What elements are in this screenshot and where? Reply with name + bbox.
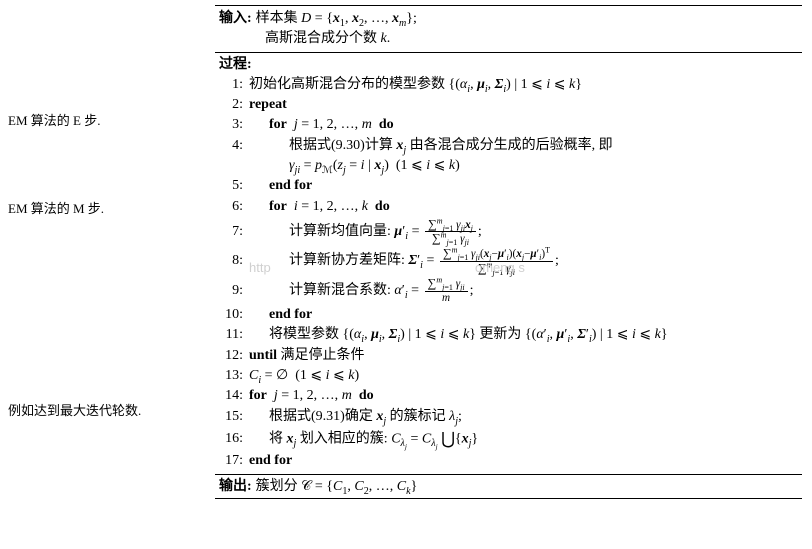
step-4b: γji = pℳ(zj = i | xj) (1 ⩽ i ⩽ k)	[215, 156, 802, 176]
input-line-1: 输入: 样本集 D = {x1, x2, …, xm};	[215, 9, 802, 29]
line-number: 13:	[219, 366, 243, 386]
line-number: 4:	[219, 136, 243, 156]
line-number: 5:	[219, 176, 243, 196]
line-number: 2:	[219, 95, 243, 115]
input-text-1: 样本集 D = {x1, x2, …, xm};	[256, 9, 417, 29]
line-number: 12:	[219, 346, 243, 366]
mid-rule-2	[215, 474, 802, 475]
step-text: for i = 1, 2, …, k do	[249, 197, 390, 217]
margin-note-m-step: EM 算法的 M 步.	[8, 198, 104, 217]
line-number: 9:	[219, 276, 243, 305]
step-text: end for	[249, 451, 292, 471]
line-number: 3:	[219, 115, 243, 135]
input-text-2: 高斯混合成分个数 k.	[265, 29, 390, 49]
line-number: 6:	[219, 197, 243, 217]
line-number: 8:	[219, 246, 243, 275]
step-10: 10: end for	[215, 305, 802, 325]
step-text: 根据式(9.30)计算 xj 由各混合成分生成的后验概率, 即	[249, 136, 613, 156]
algorithm-body: 输入: 样本集 D = {x1, x2, …, xm}; 高斯混合成分个数 k.…	[215, 0, 812, 549]
step-6: 6: for i = 1, 2, …, k do	[215, 197, 802, 217]
line-number: 17:	[219, 451, 243, 471]
step-text: 将 xj 划入相应的簇: Cλj = Cλj ⋃{xj}	[249, 427, 478, 451]
line-number: 14:	[219, 386, 243, 406]
line-number: 7:	[219, 217, 243, 246]
margin-note-e-step: EM 算法的 E 步.	[8, 110, 100, 129]
step-text: Ci = ∅ (1 ⩽ i ⩽ k)	[249, 366, 359, 386]
step-3: 3: for j = 1, 2, …, m do	[215, 115, 802, 135]
margin-note-stop: 例如达到最大迭代轮数.	[8, 400, 141, 419]
step-text: end for	[249, 305, 312, 325]
step-11: 11: 将模型参数 {(αi, μi, Σi) | 1 ⩽ i ⩽ k} 更新为…	[215, 325, 802, 345]
line-number: 10:	[219, 305, 243, 325]
step-13: 13: Ci = ∅ (1 ⩽ i ⩽ k)	[215, 366, 802, 386]
step-15: 15: 根据式(9.31)确定 xj 的簇标记 λj;	[215, 407, 802, 427]
step-text: end for	[249, 176, 312, 196]
step-text: for j = 1, 2, …, m do	[249, 115, 394, 135]
step-text: γji = pℳ(zj = i | xj) (1 ⩽ i ⩽ k)	[249, 156, 460, 176]
step-text: 将模型参数 {(αi, μi, Σi) | 1 ⩽ i ⩽ k} 更新为 {(α…	[249, 325, 668, 345]
bottom-rule	[215, 498, 802, 499]
step-text: 计算新混合系数: α′i = ∑mj=1 γji m ;	[249, 276, 474, 305]
output-label: 输出:	[219, 477, 252, 497]
step-text: until 满足停止条件	[249, 346, 365, 366]
step-2: 2: repeat	[215, 95, 802, 115]
step-9: 9: 计算新混合系数: α′i = ∑mj=1 γji m ;	[215, 276, 802, 305]
step-8: 8: http 计算新协方差矩阵: Σ′i = ∑mj=1 γji(xj−μ′i…	[215, 246, 802, 275]
line-number: 15:	[219, 407, 243, 427]
margin-column: EM 算法的 E 步. EM 算法的 M 步. 例如达到最大迭代轮数.	[0, 0, 215, 549]
line-number: 16:	[219, 429, 243, 449]
input-label: 输入:	[219, 9, 252, 29]
step-text: for j = 1, 2, …, m do	[249, 386, 374, 406]
step-text: repeat	[249, 95, 287, 115]
process-label-line: 过程:	[215, 55, 802, 75]
step-7: 7: 计算新均值向量: μ′i = ∑mj=1 γjixj ∑mj=1 γji …	[215, 217, 802, 246]
step-text: 初始化高斯混合分布的模型参数 {(αi, μi, Σi) | 1 ⩽ i ⩽ k…	[249, 75, 582, 95]
step-14: 14: for j = 1, 2, …, m do	[215, 386, 802, 406]
step-5: 5: end for	[215, 176, 802, 196]
top-rule	[215, 5, 802, 6]
input-line-2: 高斯混合成分个数 k.	[215, 29, 802, 49]
step-17: 17: end for	[215, 451, 802, 471]
line-number: 1:	[219, 75, 243, 95]
step-text: 根据式(9.31)确定 xj 的簇标记 λj;	[249, 407, 462, 427]
output-line: 输出: 簇划分 𝒞 = {C1, C2, …, Ck}	[215, 477, 802, 497]
step-4: 4: 根据式(9.30)计算 xj 由各混合成分生成的后验概率, 即	[215, 136, 802, 156]
step-text: 计算新协方差矩阵: Σ′i = ∑mj=1 γji(xj−μ′i)(xj−μ′i…	[249, 246, 559, 275]
step-12: 12: until 满足停止条件	[215, 346, 802, 366]
mid-rule-1	[215, 52, 802, 53]
output-text: 簇划分 𝒞 = {C1, C2, …, Ck}	[256, 477, 418, 497]
process-label: 过程:	[219, 55, 252, 75]
step-1: 1: 初始化高斯混合分布的模型参数 {(αi, μi, Σi) | 1 ⩽ i …	[215, 75, 802, 95]
step-text: 计算新均值向量: μ′i = ∑mj=1 γjixj ∑mj=1 γji ;	[249, 217, 482, 246]
step-16: 16: 将 xj 划入相应的簇: Cλj = Cλj ⋃{xj}	[215, 427, 802, 451]
line-number: 11:	[219, 325, 243, 345]
